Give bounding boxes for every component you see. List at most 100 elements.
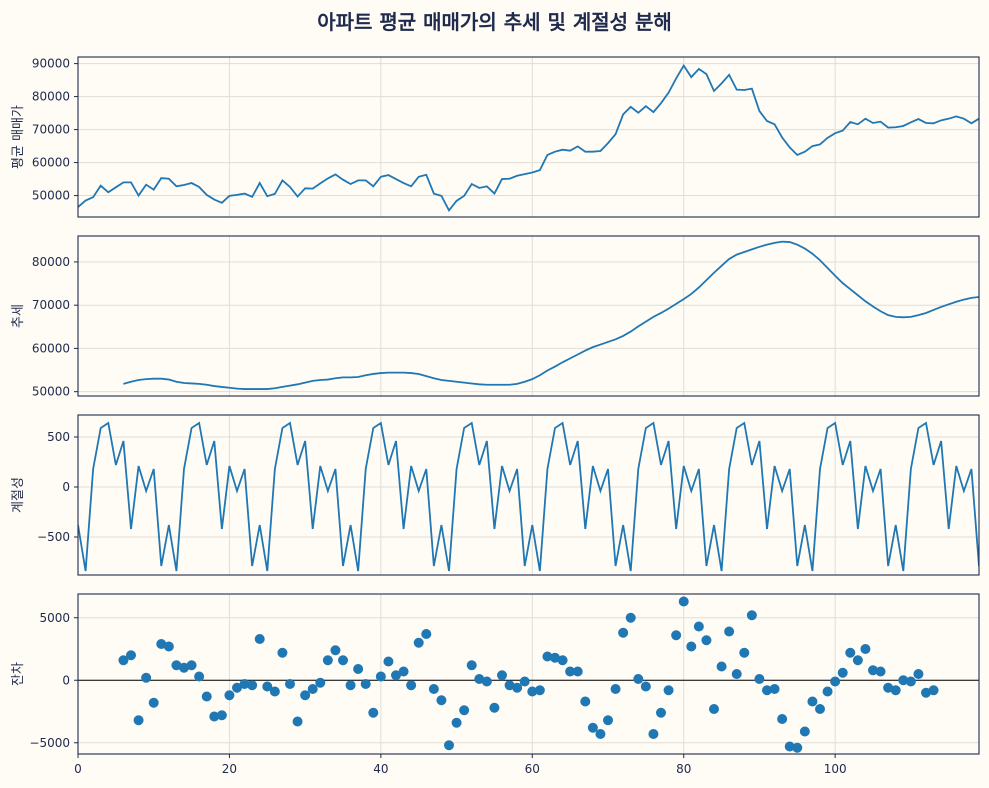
residual-point <box>746 610 757 621</box>
residual-point <box>898 675 909 686</box>
x-tick-label: 40 <box>373 762 388 776</box>
residual-point <box>322 655 333 666</box>
residual-point <box>769 684 780 694</box>
residual-point <box>444 740 454 751</box>
residual-point <box>875 666 886 677</box>
residual-point <box>633 674 644 684</box>
x-tick-label: 80 <box>676 762 691 776</box>
residual-point <box>504 680 515 691</box>
y-axis-label: 계절성 <box>11 477 26 513</box>
residual-point <box>807 696 818 707</box>
residual-point <box>360 679 371 689</box>
residual-point <box>777 714 788 724</box>
residual-point <box>792 742 803 753</box>
residual-point <box>209 711 220 722</box>
residual-point <box>678 596 689 607</box>
residual-point <box>232 682 242 693</box>
y-tick-label: 0 <box>62 480 70 494</box>
residual-point <box>580 696 591 707</box>
residual-point <box>701 635 712 646</box>
panel-frame <box>77 414 980 576</box>
residual-point <box>156 639 167 649</box>
residual-point <box>300 690 311 701</box>
residual-point <box>739 647 750 658</box>
residual-point <box>550 652 560 663</box>
residual-point <box>413 637 424 648</box>
y-tick-label: 80000 <box>32 90 70 104</box>
residual-point <box>762 685 772 696</box>
residual-point <box>383 656 394 667</box>
residual-point <box>754 674 765 684</box>
residual-point <box>830 676 841 687</box>
residual-point <box>852 655 863 666</box>
residual-point <box>186 660 197 671</box>
y-tick-label: 80000 <box>32 255 70 269</box>
residual-point <box>860 644 871 654</box>
y-tick-label: 70000 <box>32 123 70 137</box>
residual-point <box>375 671 386 682</box>
residual-point <box>474 674 485 684</box>
residual-point <box>868 665 878 676</box>
residual-point <box>216 710 227 721</box>
x-tick-label: 100 <box>824 762 847 776</box>
residual-point <box>421 629 432 639</box>
residual-point <box>572 666 583 677</box>
residual-point <box>171 660 182 671</box>
residual-point <box>163 641 174 652</box>
residual-point <box>315 677 326 688</box>
y-tick-label: −5000 <box>29 736 70 750</box>
residual-point <box>693 621 704 632</box>
y-tick-label: 60000 <box>32 156 70 170</box>
residual-point <box>890 685 901 696</box>
residual-point <box>338 655 348 666</box>
y-tick-label: 0 <box>62 673 70 687</box>
residual-point <box>353 664 364 674</box>
residual-point <box>663 685 674 696</box>
residual-point <box>285 679 295 689</box>
y-axis-label: 잔차 <box>11 662 26 686</box>
panel-3: −500 0 500 계절성 <box>11 414 980 576</box>
residual-point <box>656 707 666 718</box>
residual-point <box>269 686 280 697</box>
residual-point <box>921 687 931 698</box>
residual-point <box>118 655 129 666</box>
residual-point <box>595 729 606 739</box>
y-tick-label: 60000 <box>32 341 70 355</box>
residual-point <box>466 660 477 671</box>
residual-point <box>527 686 538 697</box>
residual-point <box>224 690 235 701</box>
residual-point <box>837 667 848 678</box>
x-tick-label: 60 <box>525 762 540 776</box>
residual-point <box>497 670 507 681</box>
residual-point <box>179 662 189 673</box>
residual-point <box>194 671 205 682</box>
y-tick-label: 90000 <box>32 57 70 71</box>
residual-point <box>239 679 250 689</box>
residual-point <box>686 641 697 652</box>
residual-point <box>534 685 545 696</box>
residual-point <box>247 680 258 691</box>
residual-point <box>883 682 894 693</box>
panel-frame <box>77 593 980 755</box>
residual-point <box>815 704 825 714</box>
residual-point <box>489 702 500 713</box>
residual-point <box>262 681 273 692</box>
residual-point <box>436 695 447 706</box>
series-line <box>78 63 979 213</box>
y-tick-label: 50000 <box>32 385 70 399</box>
residual-point <box>603 715 613 726</box>
residual-point <box>625 612 636 623</box>
residual-point <box>254 634 265 644</box>
residual-point <box>141 672 152 683</box>
y-axis-label: 추세 <box>11 304 26 328</box>
y-tick-label: 50000 <box>32 189 70 203</box>
residual-point <box>905 676 916 687</box>
residual-point <box>784 741 795 752</box>
residual-point <box>716 661 727 672</box>
panel-frame <box>77 235 980 397</box>
residual-point <box>557 655 568 666</box>
residual-point <box>724 626 735 637</box>
residual-point <box>126 650 136 661</box>
